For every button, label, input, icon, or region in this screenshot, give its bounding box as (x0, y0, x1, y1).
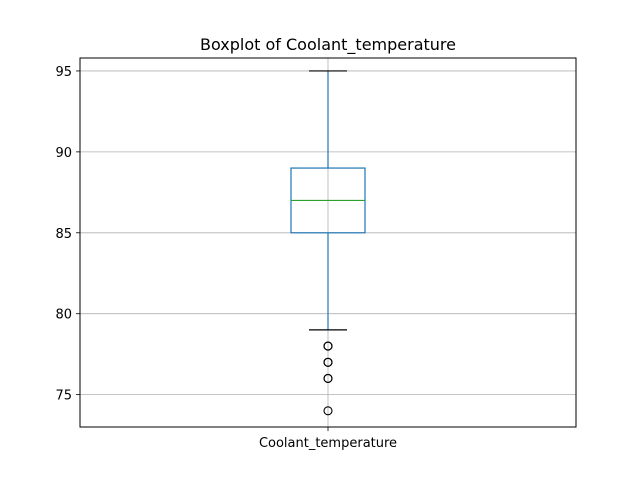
outlier-point (323, 406, 333, 416)
outlier-point (323, 341, 333, 351)
y-tick-label: 75 (55, 389, 72, 404)
y-tick-label: 95 (55, 65, 72, 80)
outlier-point (323, 373, 333, 383)
y-tick-label: 85 (55, 227, 72, 242)
outlier-point (323, 357, 333, 367)
y-tick-label: 90 (55, 146, 72, 161)
marks-layer (290, 70, 366, 416)
chart-title: Boxplot of Coolant_temperature (200, 35, 456, 55)
x-tick-label: Coolant_temperature (259, 436, 397, 451)
y-tick-label: 80 (55, 308, 72, 323)
axis-layer: 75 80 85 90 95 Coolant_temperature (55, 65, 397, 451)
